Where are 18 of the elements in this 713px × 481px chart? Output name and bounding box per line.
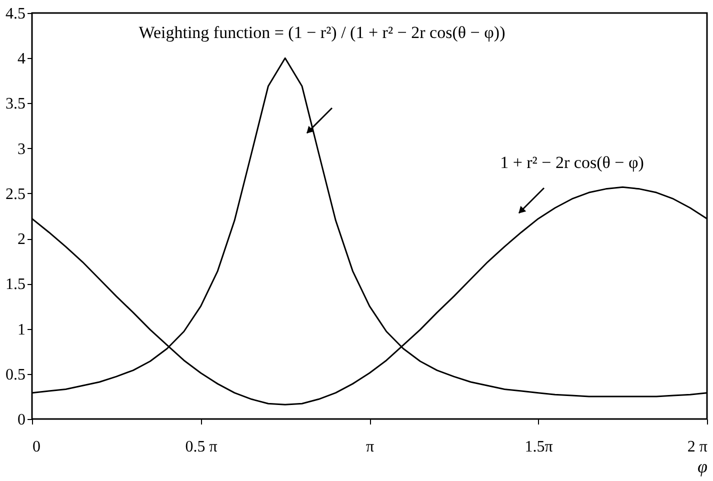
y-tick-label: 0.5 [6,366,26,384]
annotation: 1 + r² − 2r cos(θ − φ) [500,153,644,172]
x-tick-label: 0 [32,438,40,456]
x-tick-label: π [366,438,374,456]
y-tick-label: 2 [18,231,26,248]
y-tick-label: 0 [18,412,26,428]
y-tick-label: 2.5 [6,186,26,203]
y-tick-label: 3 [18,140,26,158]
annotation: Weighting function = (1 − r²) / (1 + r² − 2r cos(θ − φ)) [138,23,506,42]
x-tick-label: 1.5π [524,438,553,456]
x-tick-label: 0.5 π [185,438,218,456]
y-tick-label: 3.5 [6,96,26,113]
y-tick-label: 1.5 [6,276,26,294]
x-axis-title: φ [698,456,708,476]
y-tick-label: 1 [18,321,26,338]
x-tick-label: 2 π [687,438,708,456]
y-tick-label: 4.5 [6,6,26,22]
y-tick-label: 4 [18,50,26,68]
